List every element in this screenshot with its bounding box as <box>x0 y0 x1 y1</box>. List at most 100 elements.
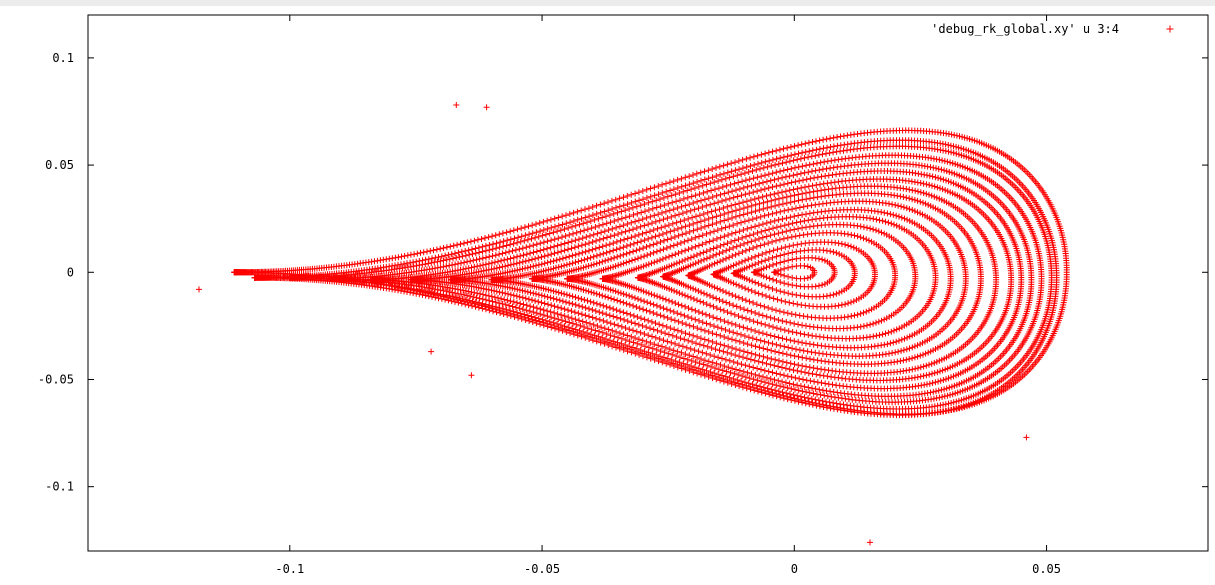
data-point <box>734 360 741 367</box>
data-point <box>624 221 631 227</box>
data-point <box>674 310 681 317</box>
data-point <box>732 213 739 220</box>
data-point <box>707 254 713 261</box>
data-point <box>684 293 691 300</box>
data-point <box>923 362 930 369</box>
data-point <box>757 302 764 309</box>
data-point <box>804 275 811 281</box>
data-point <box>535 261 542 268</box>
data-point <box>652 233 659 240</box>
data-point <box>698 257 705 264</box>
data-point <box>656 336 663 342</box>
data-point <box>795 197 802 204</box>
data-point <box>686 322 693 329</box>
data-point <box>641 331 648 337</box>
data-point <box>762 257 769 264</box>
data-point <box>693 213 699 220</box>
data-point <box>803 190 809 196</box>
data-point <box>803 224 809 231</box>
data-point <box>714 285 721 292</box>
data-point <box>781 327 788 334</box>
data-point <box>791 192 798 199</box>
data-point <box>476 256 483 262</box>
data-point <box>812 152 819 159</box>
data-point <box>781 251 788 258</box>
data-point <box>682 351 689 358</box>
data-point <box>524 288 531 295</box>
orbit-ring <box>730 246 858 300</box>
data-point <box>768 355 775 362</box>
data-point <box>765 304 772 311</box>
data-point <box>566 261 573 267</box>
data-point <box>572 294 579 301</box>
data-point <box>661 237 667 244</box>
data-point <box>749 278 756 285</box>
data-point <box>692 316 699 323</box>
data-point <box>933 388 939 395</box>
data-point <box>688 306 695 313</box>
data-point <box>688 236 695 243</box>
data-point <box>795 164 802 170</box>
data-point <box>893 222 900 229</box>
data-point <box>565 307 571 314</box>
data-point <box>935 387 942 394</box>
data-point <box>733 187 739 194</box>
data-point <box>602 257 609 264</box>
data-point <box>673 260 680 267</box>
data-point <box>649 220 655 227</box>
data-point <box>677 354 683 361</box>
data-point <box>703 248 710 255</box>
data-point <box>893 212 900 219</box>
data-point <box>826 150 833 156</box>
data-point <box>640 245 647 252</box>
data-point <box>703 202 710 209</box>
data-point <box>686 222 693 229</box>
data-point <box>608 255 615 262</box>
data-point <box>766 263 773 270</box>
data-point <box>554 311 561 317</box>
data-point <box>517 238 524 245</box>
data-point <box>703 301 710 308</box>
data-point <box>505 291 511 297</box>
data-point <box>933 165 939 172</box>
data-point <box>860 224 867 231</box>
data-point <box>781 207 788 214</box>
data-point <box>726 195 733 202</box>
data-point <box>694 325 701 332</box>
data-point <box>782 365 789 372</box>
data-point <box>704 343 711 350</box>
data-point <box>714 227 721 234</box>
data-point <box>803 363 809 370</box>
data-point <box>676 290 683 297</box>
data-point <box>622 228 629 235</box>
data-point <box>643 324 650 331</box>
data-point <box>749 262 756 269</box>
data-point <box>827 248 834 255</box>
data-point <box>770 247 777 254</box>
data-point <box>812 201 819 208</box>
data-point <box>742 297 749 304</box>
data-point <box>510 292 517 299</box>
data-point <box>782 244 789 251</box>
data-point <box>755 252 762 259</box>
data-point <box>896 223 903 230</box>
data-point <box>848 299 854 306</box>
data-point <box>596 244 603 251</box>
data-point <box>607 320 614 327</box>
data-point <box>482 261 489 268</box>
data-point <box>906 356 913 362</box>
data-point <box>750 189 757 196</box>
data-point <box>685 246 692 253</box>
data-point <box>623 250 630 257</box>
data-point <box>794 241 801 248</box>
data-point <box>488 293 495 300</box>
orbit-ring <box>685 229 899 322</box>
data-point <box>593 252 600 259</box>
data-point <box>785 273 792 280</box>
data-point <box>765 368 772 375</box>
data-point <box>615 216 622 223</box>
data-point <box>685 314 691 320</box>
data-point <box>646 308 653 315</box>
data-point <box>756 311 762 318</box>
data-point <box>633 328 640 335</box>
